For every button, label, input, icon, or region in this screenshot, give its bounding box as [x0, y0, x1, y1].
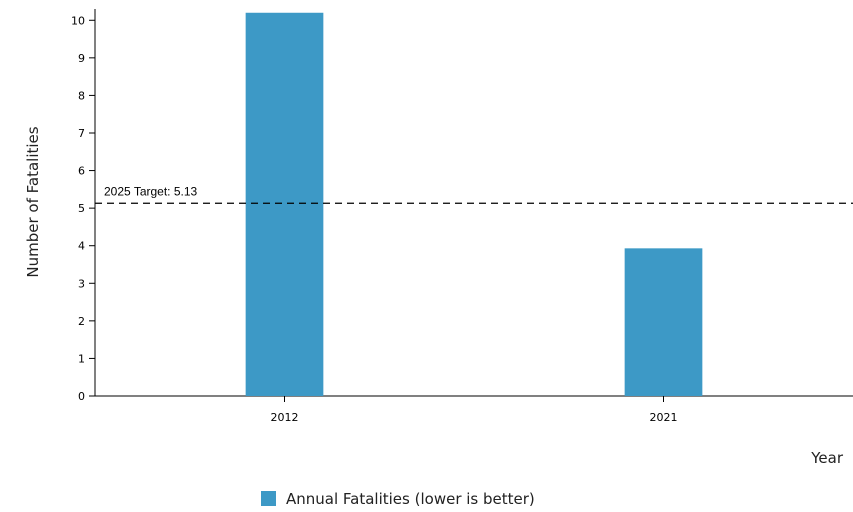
bars — [245, 12, 703, 396]
x-axis-title: Year — [810, 449, 844, 467]
y-axis-title: Number of Fatalities — [24, 126, 42, 277]
bar-2012 — [245, 12, 324, 396]
legend-label: Annual Fatalities (lower is better) — [286, 490, 535, 508]
y-tick-label: 3 — [78, 277, 85, 290]
x-tick-label: 2021 — [650, 411, 678, 424]
y-tick-label: 4 — [78, 240, 85, 253]
x-axis: 2012 2021 — [95, 395, 853, 424]
y-axis: 0 1 2 3 4 5 6 7 8 9 10 — [71, 9, 96, 403]
y-tick-label: 6 — [78, 165, 85, 178]
target-label: 2025 Target: 5.13 — [104, 184, 198, 198]
y-ticks: 0 1 2 3 4 5 6 7 8 9 10 — [71, 14, 95, 403]
bar-2021 — [624, 248, 703, 396]
y-tick-label: 7 — [78, 127, 85, 140]
annotations: 2025 Target: 5.13 — [95, 184, 853, 204]
x-tick-label: 2012 — [271, 411, 299, 424]
y-tick-label: 5 — [78, 202, 85, 215]
y-tick-label: 0 — [78, 390, 85, 403]
y-tick-label: 1 — [78, 352, 85, 365]
y-tick-label: 8 — [78, 89, 85, 102]
x-ticks: 2012 2021 — [271, 396, 678, 424]
y-tick-label: 9 — [78, 52, 85, 65]
legend: Annual Fatalities (lower is better) — [261, 490, 535, 508]
legend-swatch — [261, 491, 276, 506]
y-tick-label: 10 — [71, 14, 85, 27]
y-tick-label: 2 — [78, 315, 85, 328]
